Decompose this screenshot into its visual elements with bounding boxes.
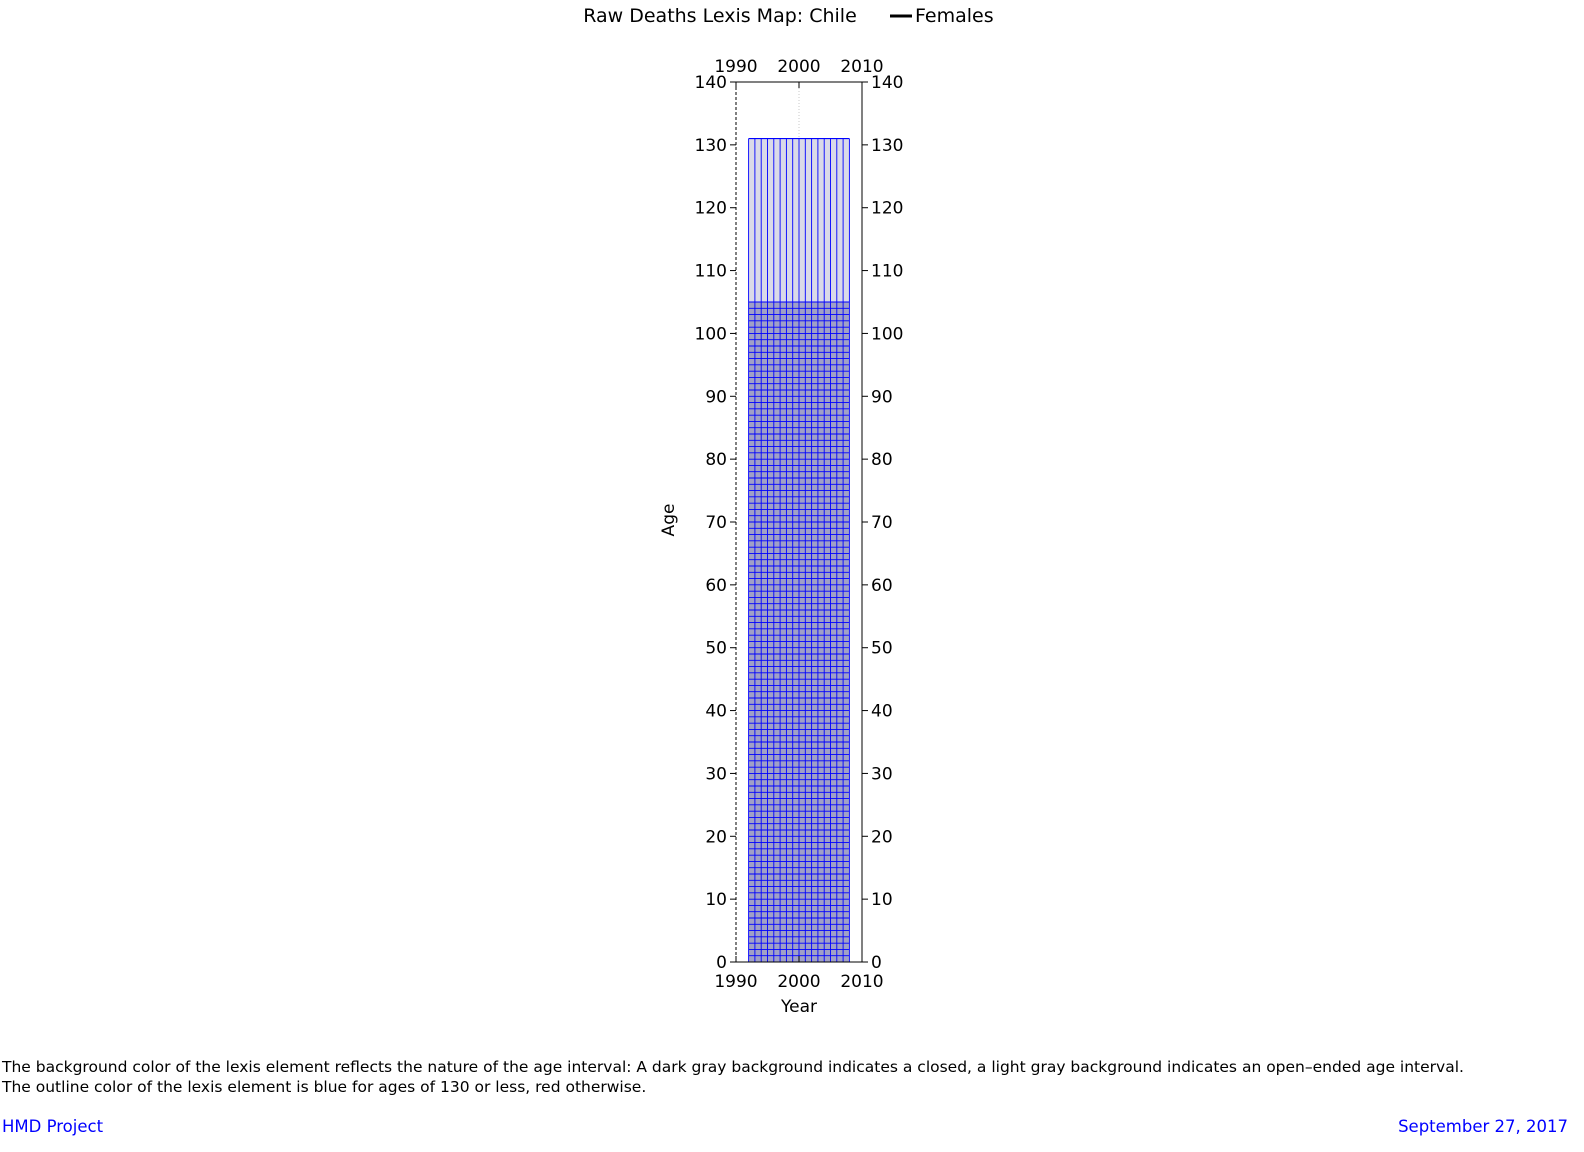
y-tick-label-left: 0 <box>716 953 727 973</box>
x-axis-label: Year <box>780 997 817 1017</box>
y-tick-label-right: 20 <box>871 827 893 847</box>
x-tick-label-top: 2010 <box>840 57 883 77</box>
y-tick-label-right: 40 <box>871 702 893 722</box>
y-tick-label-right: 130 <box>871 136 903 156</box>
y-tick-label-right: 30 <box>871 764 893 784</box>
y-tick-label-left: 140 <box>695 73 727 93</box>
y-tick-label-left: 60 <box>705 576 727 596</box>
y-tick-label-left: 100 <box>695 324 727 344</box>
y-tick-label-left: 10 <box>705 890 727 910</box>
x-axis-top: 1990 2000 2010 <box>714 57 884 88</box>
y-axis-label: Age <box>659 504 679 537</box>
y-tick-label-right: 120 <box>871 199 903 219</box>
chart-title-group: Raw Deaths Lexis Map: Chile Females <box>583 5 993 27</box>
x-tick-label-top: 2000 <box>777 57 820 77</box>
lexis-chart: Raw Deaths Lexis Map: Chile Females 0 10 2… <box>583 5 993 1017</box>
y-tick-label-right: 70 <box>871 513 893 533</box>
y-tick-label-right: 0 <box>871 953 882 973</box>
x-tick-label-bottom: 1990 <box>714 972 757 992</box>
x-tick-label-top: 1990 <box>714 57 757 77</box>
y-tick-label-right: 80 <box>871 450 893 470</box>
footer-project-link[interactable]: HMD Project <box>2 1117 104 1136</box>
y-tick-label-left: 30 <box>705 764 727 784</box>
y-tick-label-left: 40 <box>705 702 727 722</box>
y-tick-label-right: 140 <box>871 73 903 93</box>
y-tick-label-right: 50 <box>871 639 893 659</box>
x-axis-bottom: 1990 2000 2010 <box>714 956 884 992</box>
x-tick-label-bottom: 2000 <box>777 972 820 992</box>
caption-line-1: The background color of the lexis elemen… <box>2 1058 1464 1076</box>
y-axis-right: 0 10 20 30 40 50 60 70 80 90 100 110 120 130 140 <box>862 73 903 973</box>
y-tick-label-right: 100 <box>871 324 903 344</box>
y-tick-label-right: 110 <box>871 262 903 282</box>
y-tick-label-left: 130 <box>695 136 727 156</box>
legend-label: Females <box>915 5 994 27</box>
y-tick-label-left: 20 <box>705 827 727 847</box>
y-axis-left: 0 10 20 30 40 50 60 70 80 90 100 110 120 130 140 <box>695 73 736 973</box>
lexis-cells <box>748 137 850 963</box>
y-tick-label-left: 70 <box>705 513 727 533</box>
y-tick-label-right: 10 <box>871 890 893 910</box>
y-tick-label-left: 50 <box>705 639 727 659</box>
footer-date: September 27, 2017 <box>1398 1117 1568 1136</box>
caption-line-2: The outline color of the lexis element i… <box>2 1078 647 1096</box>
chart-title: Raw Deaths Lexis Map: Chile <box>583 5 857 27</box>
y-tick-label-left: 120 <box>695 199 727 219</box>
y-tick-label-right: 90 <box>871 387 893 407</box>
y-tick-label-right: 60 <box>871 576 893 596</box>
y-tick-label-left: 80 <box>705 450 727 470</box>
x-tick-label-bottom: 2010 <box>840 972 883 992</box>
y-tick-label-left: 110 <box>695 262 727 282</box>
y-tick-label-left: 90 <box>705 387 727 407</box>
